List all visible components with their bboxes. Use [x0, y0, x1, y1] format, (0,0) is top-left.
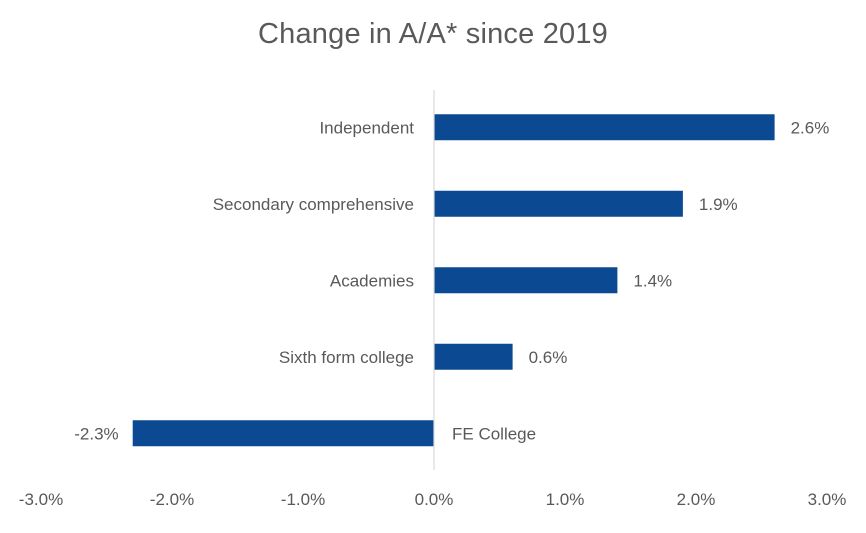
x-tick-label: 0.0%	[415, 490, 454, 509]
x-tick-label: -1.0%	[281, 490, 325, 509]
x-tick-label: 1.0%	[546, 490, 585, 509]
bar-sixth-form-college	[434, 343, 513, 370]
bar-academies	[434, 267, 618, 294]
labels-layer: Independent 2.6% Secondary comprehensive 1.…	[19, 118, 847, 509]
data-label: 2.6%	[791, 118, 830, 137]
data-label: 0.6%	[529, 348, 568, 367]
category-label: Independent	[319, 118, 414, 137]
bars-layer	[132, 114, 775, 447]
x-tick-label: 3.0%	[808, 490, 847, 509]
bar-independent	[434, 114, 775, 141]
x-tick-label: -3.0%	[19, 490, 63, 509]
x-tick-label: -2.0%	[150, 490, 194, 509]
data-label: 1.9%	[699, 195, 738, 214]
category-label: Sixth form college	[279, 348, 414, 367]
category-label: Secondary comprehensive	[213, 195, 414, 214]
bar-secondary-comprehensive	[434, 190, 683, 217]
data-label: 1.4%	[633, 271, 672, 290]
x-tick-label: 2.0%	[677, 490, 716, 509]
chart-title: Change in A/A* since 2019	[257, 18, 609, 50]
category-label: FE College	[452, 424, 536, 443]
category-label: Academies	[330, 271, 414, 290]
data-label: -2.3%	[74, 424, 118, 443]
bar-fe-college	[132, 420, 434, 447]
